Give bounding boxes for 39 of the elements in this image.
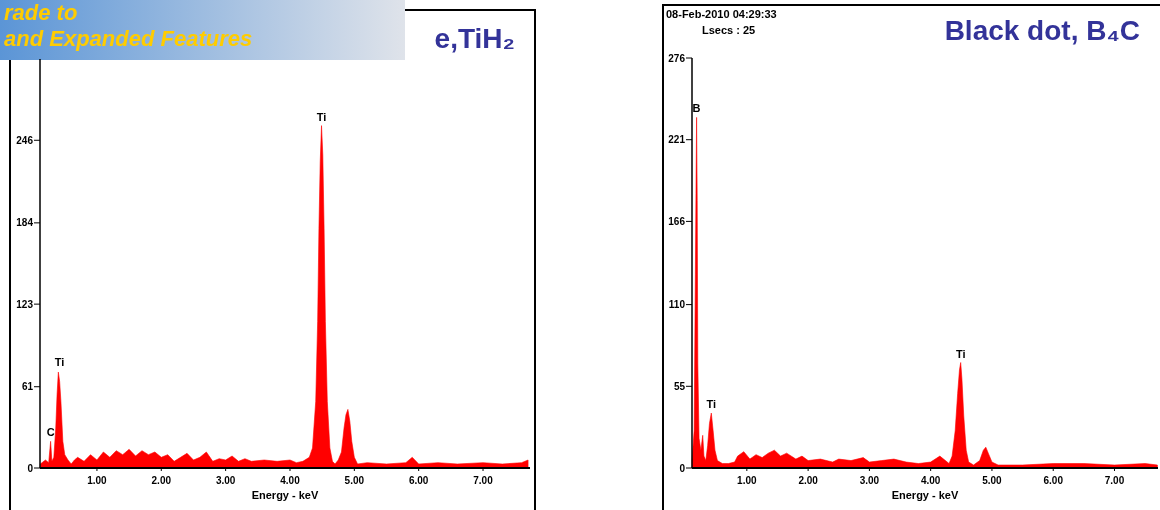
x-tick-label: 4.00 — [920, 475, 941, 486]
y-tick-label: 110 — [668, 299, 686, 311]
text: 08-Feb-2010 04:29:33 — [666, 8, 777, 20]
y-tick-label: 184 — [16, 217, 34, 229]
annotation: Ti — [706, 398, 717, 411]
x-tick-label: 3.00 — [215, 475, 236, 486]
y-tick-label: 123 — [16, 298, 34, 310]
x-tick-label: 6.00 — [408, 475, 429, 486]
x-tick-label: 6.00 — [1043, 475, 1064, 486]
y-tick-label: 166 — [668, 215, 686, 227]
x-tick-label: 7.00 — [473, 475, 494, 486]
annotation: B — [692, 102, 701, 115]
text: and Expanded Features — [4, 26, 253, 51]
text: rade to — [4, 0, 78, 25]
y-tick-label: 221 — [668, 134, 686, 146]
x-tick-label: 1.00 — [737, 475, 758, 486]
x-tick-label: 5.00 — [982, 475, 1003, 486]
x-tick-label: 2.00 — [151, 475, 172, 486]
annotation: Ti — [955, 347, 966, 360]
y-tick-label: 0 — [679, 462, 686, 474]
annotation: Ti — [54, 355, 65, 368]
annotation: C — [46, 426, 55, 439]
chart-title: Black dot, B₄C — [944, 15, 1140, 46]
x-axis-title: Energy - keV — [891, 489, 959, 501]
annotation: Ti — [316, 110, 327, 123]
x-tick-label: 2.00 — [798, 475, 819, 486]
y-tick-label: 246 — [16, 134, 34, 146]
y-tick-label: 0 — [27, 462, 34, 474]
y-tick-label: 276 — [668, 52, 686, 64]
x-tick-label: 5.00 — [344, 475, 365, 486]
y-tick-label: 61 — [21, 381, 34, 393]
x-tick-label: 1.00 — [87, 475, 108, 486]
text: Lsecs : 25 — [702, 24, 756, 36]
x-tick-label: 7.00 — [1104, 475, 1125, 486]
x-tick-label: 4.00 — [280, 475, 301, 486]
x-axis-title: Energy - keV — [251, 489, 319, 501]
x-tick-label: 3.00 — [859, 475, 880, 486]
chart-title: e,TiH₂ — [434, 23, 515, 54]
y-tick-label: 55 — [673, 380, 686, 392]
